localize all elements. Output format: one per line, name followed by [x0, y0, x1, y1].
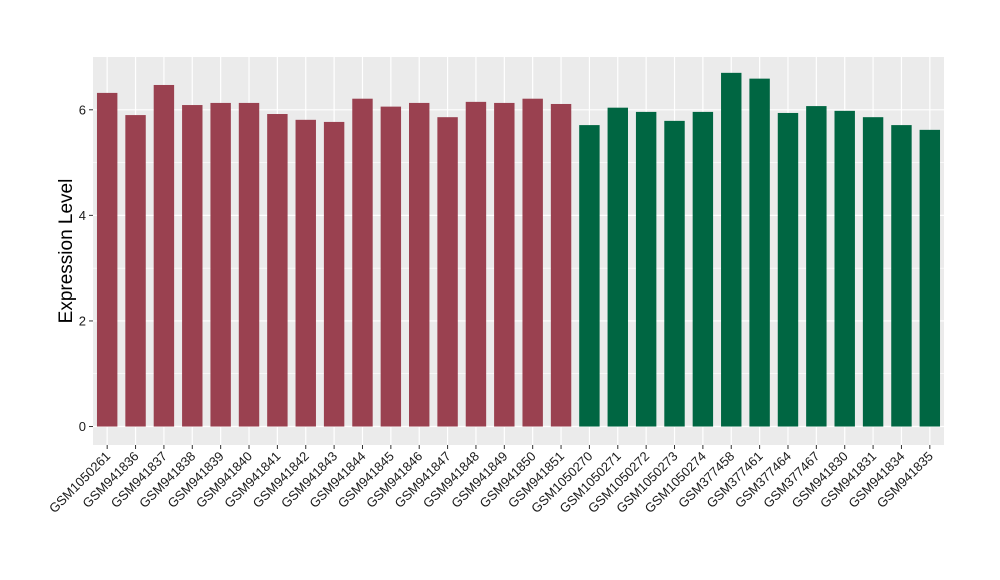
bar-GSM941845 [380, 106, 402, 427]
bar-GSM377461 [749, 78, 770, 427]
y-tick-label: 0 [79, 419, 86, 434]
bar-GSM941850 [522, 98, 543, 427]
y-axis: 0 2 4 6 [79, 102, 93, 434]
y-tick-label: 2 [79, 313, 86, 328]
bar-GSM941841 [267, 114, 288, 427]
bar-GSM1050271 [607, 107, 628, 427]
bar-GSM941836 [125, 115, 146, 427]
plot-panel [93, 57, 944, 445]
y-axis-title: Expression Level [56, 179, 77, 324]
bar-GSM941842 [295, 119, 316, 427]
bar-GSM1050261 [96, 92, 118, 427]
bar-GSM941840 [238, 102, 260, 427]
bar-GSM941847 [437, 117, 458, 427]
bar-GSM941831 [862, 117, 884, 427]
bar-GSM941851 [550, 103, 572, 427]
bar-GSM377467 [806, 106, 827, 427]
bar-GSM941839 [210, 102, 231, 427]
bar-GSM377464 [777, 112, 799, 427]
bar-GSM1050273 [664, 120, 685, 427]
bar-GSM377458 [721, 72, 742, 427]
bar-GSM941837 [153, 84, 175, 427]
y-tick-label: 6 [79, 102, 86, 117]
bar-GSM941849 [494, 102, 515, 427]
bar-GSM941838 [182, 105, 203, 427]
bars [96, 72, 941, 427]
bar-GSM1050274 [692, 111, 714, 427]
bar-GSM941844 [352, 98, 373, 427]
y-tick-label: 4 [79, 208, 86, 223]
bar-GSM941846 [409, 102, 430, 427]
bar-GSM941830 [834, 110, 855, 427]
x-axis: GSM1050261GSM941836GSM941837GSM941838GSM… [46, 445, 936, 516]
bar-GSM1050270 [579, 125, 600, 427]
bar-GSM941843 [323, 121, 345, 427]
bar-GSM941835 [919, 129, 941, 427]
bar-GSM941848 [465, 101, 487, 427]
bar-GSM1050272 [635, 111, 657, 427]
bar-GSM941834 [891, 125, 912, 427]
